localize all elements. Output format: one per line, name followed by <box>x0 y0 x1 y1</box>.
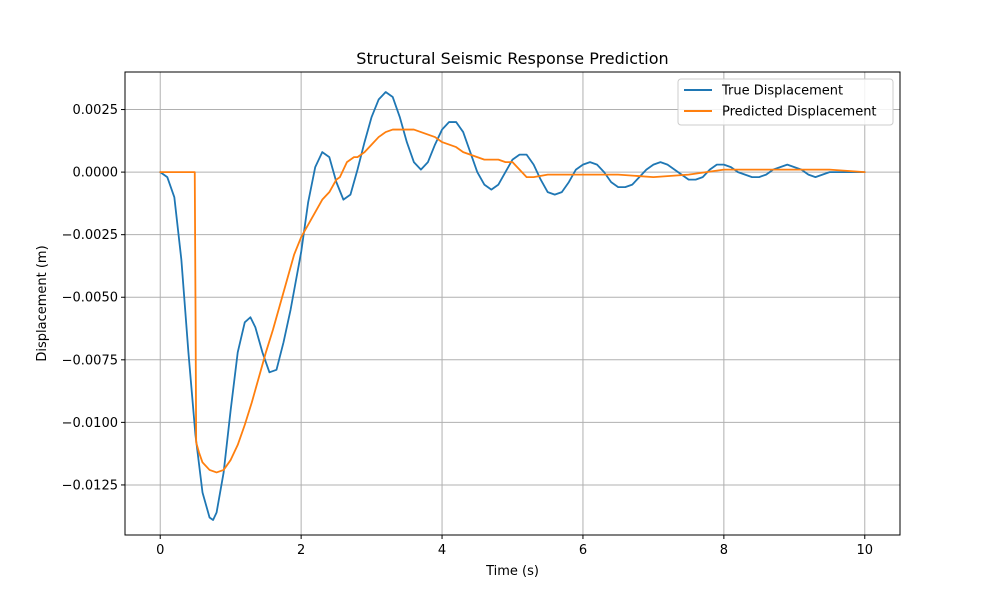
series-layer <box>159 91 866 521</box>
y-tick-label: −0.0075 <box>62 353 118 368</box>
x-tick-label: 8 <box>720 543 728 558</box>
x-tick-label: 4 <box>438 543 446 558</box>
legend: True Displacement Predicted Displacement <box>677 78 894 126</box>
series-line-1 <box>159 91 866 521</box>
y-tick-label: −0.0050 <box>62 291 118 306</box>
x-tick-label: 2 <box>297 543 305 558</box>
plot-area-frame <box>124 71 901 536</box>
x-tick-label: 10 <box>856 543 873 558</box>
axis-ticks: 0 2 4 6 8 10 −0.0125 −0.0100 −0.0075 −0.0050 −0.00… <box>62 103 873 558</box>
series-line-2 <box>159 128 866 474</box>
legend-box <box>677 78 894 126</box>
y-tick-label: 0.0025 <box>73 103 119 118</box>
y-axis-label: Displacement (m) <box>35 245 50 361</box>
x-axis-label: Time (s) <box>485 564 539 579</box>
legend-label: True Displacement <box>721 84 843 99</box>
chart-title: Structural Seismic Response Prediction <box>356 49 668 68</box>
x-tick-label: 0 <box>156 543 164 558</box>
y-tick-label: −0.0025 <box>62 228 118 243</box>
y-tick-label: 0.0000 <box>73 166 119 181</box>
legend-label: Predicted Displacement <box>722 105 877 120</box>
x-tick-label: 6 <box>579 543 587 558</box>
grid <box>125 72 900 535</box>
y-tick-label: −0.0100 <box>62 416 118 431</box>
y-tick-label: −0.0125 <box>62 478 118 493</box>
